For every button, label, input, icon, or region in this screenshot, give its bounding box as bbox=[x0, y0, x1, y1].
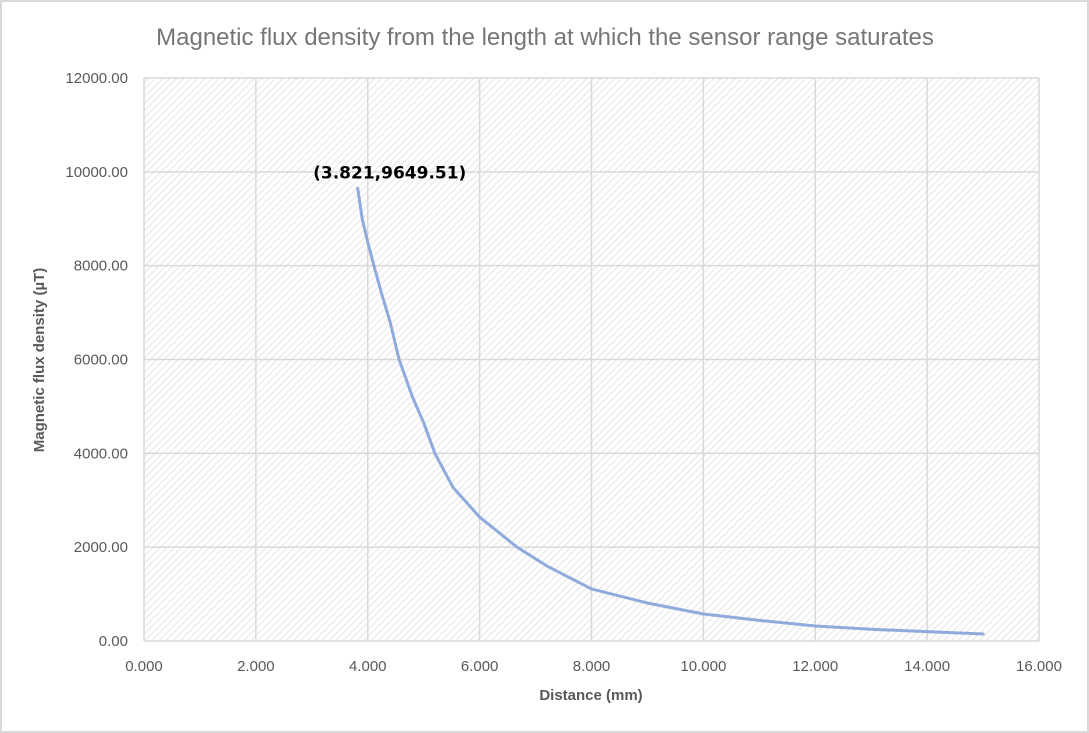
y-axis-title: Magnetic flux density (µT) bbox=[31, 268, 48, 453]
x-tick-label: 16.000 bbox=[1016, 658, 1062, 675]
x-axis-title: Distance (mm) bbox=[539, 687, 642, 704]
x-tick-label: 12.000 bbox=[792, 658, 838, 675]
data-label-annotation: (3.821,9649.51) bbox=[313, 163, 466, 183]
x-tick-label: 14.000 bbox=[904, 658, 950, 675]
y-axis-tick-labels: 0.00 2000.00 4000.00 6000.00 8000.00 10000.00… bbox=[65, 70, 128, 650]
data-series-line bbox=[356, 186, 985, 636]
y-tick-label: 10000.00 bbox=[65, 164, 128, 181]
y-tick-label: 2000.00 bbox=[74, 539, 128, 556]
y-tick-label: 12000.00 bbox=[65, 70, 128, 87]
x-tick-label: 0.000 bbox=[125, 658, 163, 675]
x-axis-tick-labels: 0.000 2.000 4.000 6.000 8.000 10.000 12.000 14.… bbox=[125, 658, 1062, 675]
x-tick-label: 6.000 bbox=[461, 658, 499, 675]
gridlines bbox=[143, 77, 1040, 642]
x-tick-label: 10.000 bbox=[680, 658, 726, 675]
plot-area: (3.821,9649.51) bbox=[143, 77, 1040, 642]
y-tick-label: 0.00 bbox=[99, 633, 128, 650]
y-tick-label: 6000.00 bbox=[74, 352, 128, 369]
chart-title: Magnetic flux density from the length at… bbox=[156, 24, 934, 51]
y-tick-label: 8000.00 bbox=[74, 258, 128, 275]
x-tick-label: 8.000 bbox=[573, 658, 611, 675]
x-tick-label: 4.000 bbox=[349, 658, 387, 675]
y-tick-label: 4000.00 bbox=[74, 445, 128, 462]
x-tick-label: 2.000 bbox=[237, 658, 275, 675]
